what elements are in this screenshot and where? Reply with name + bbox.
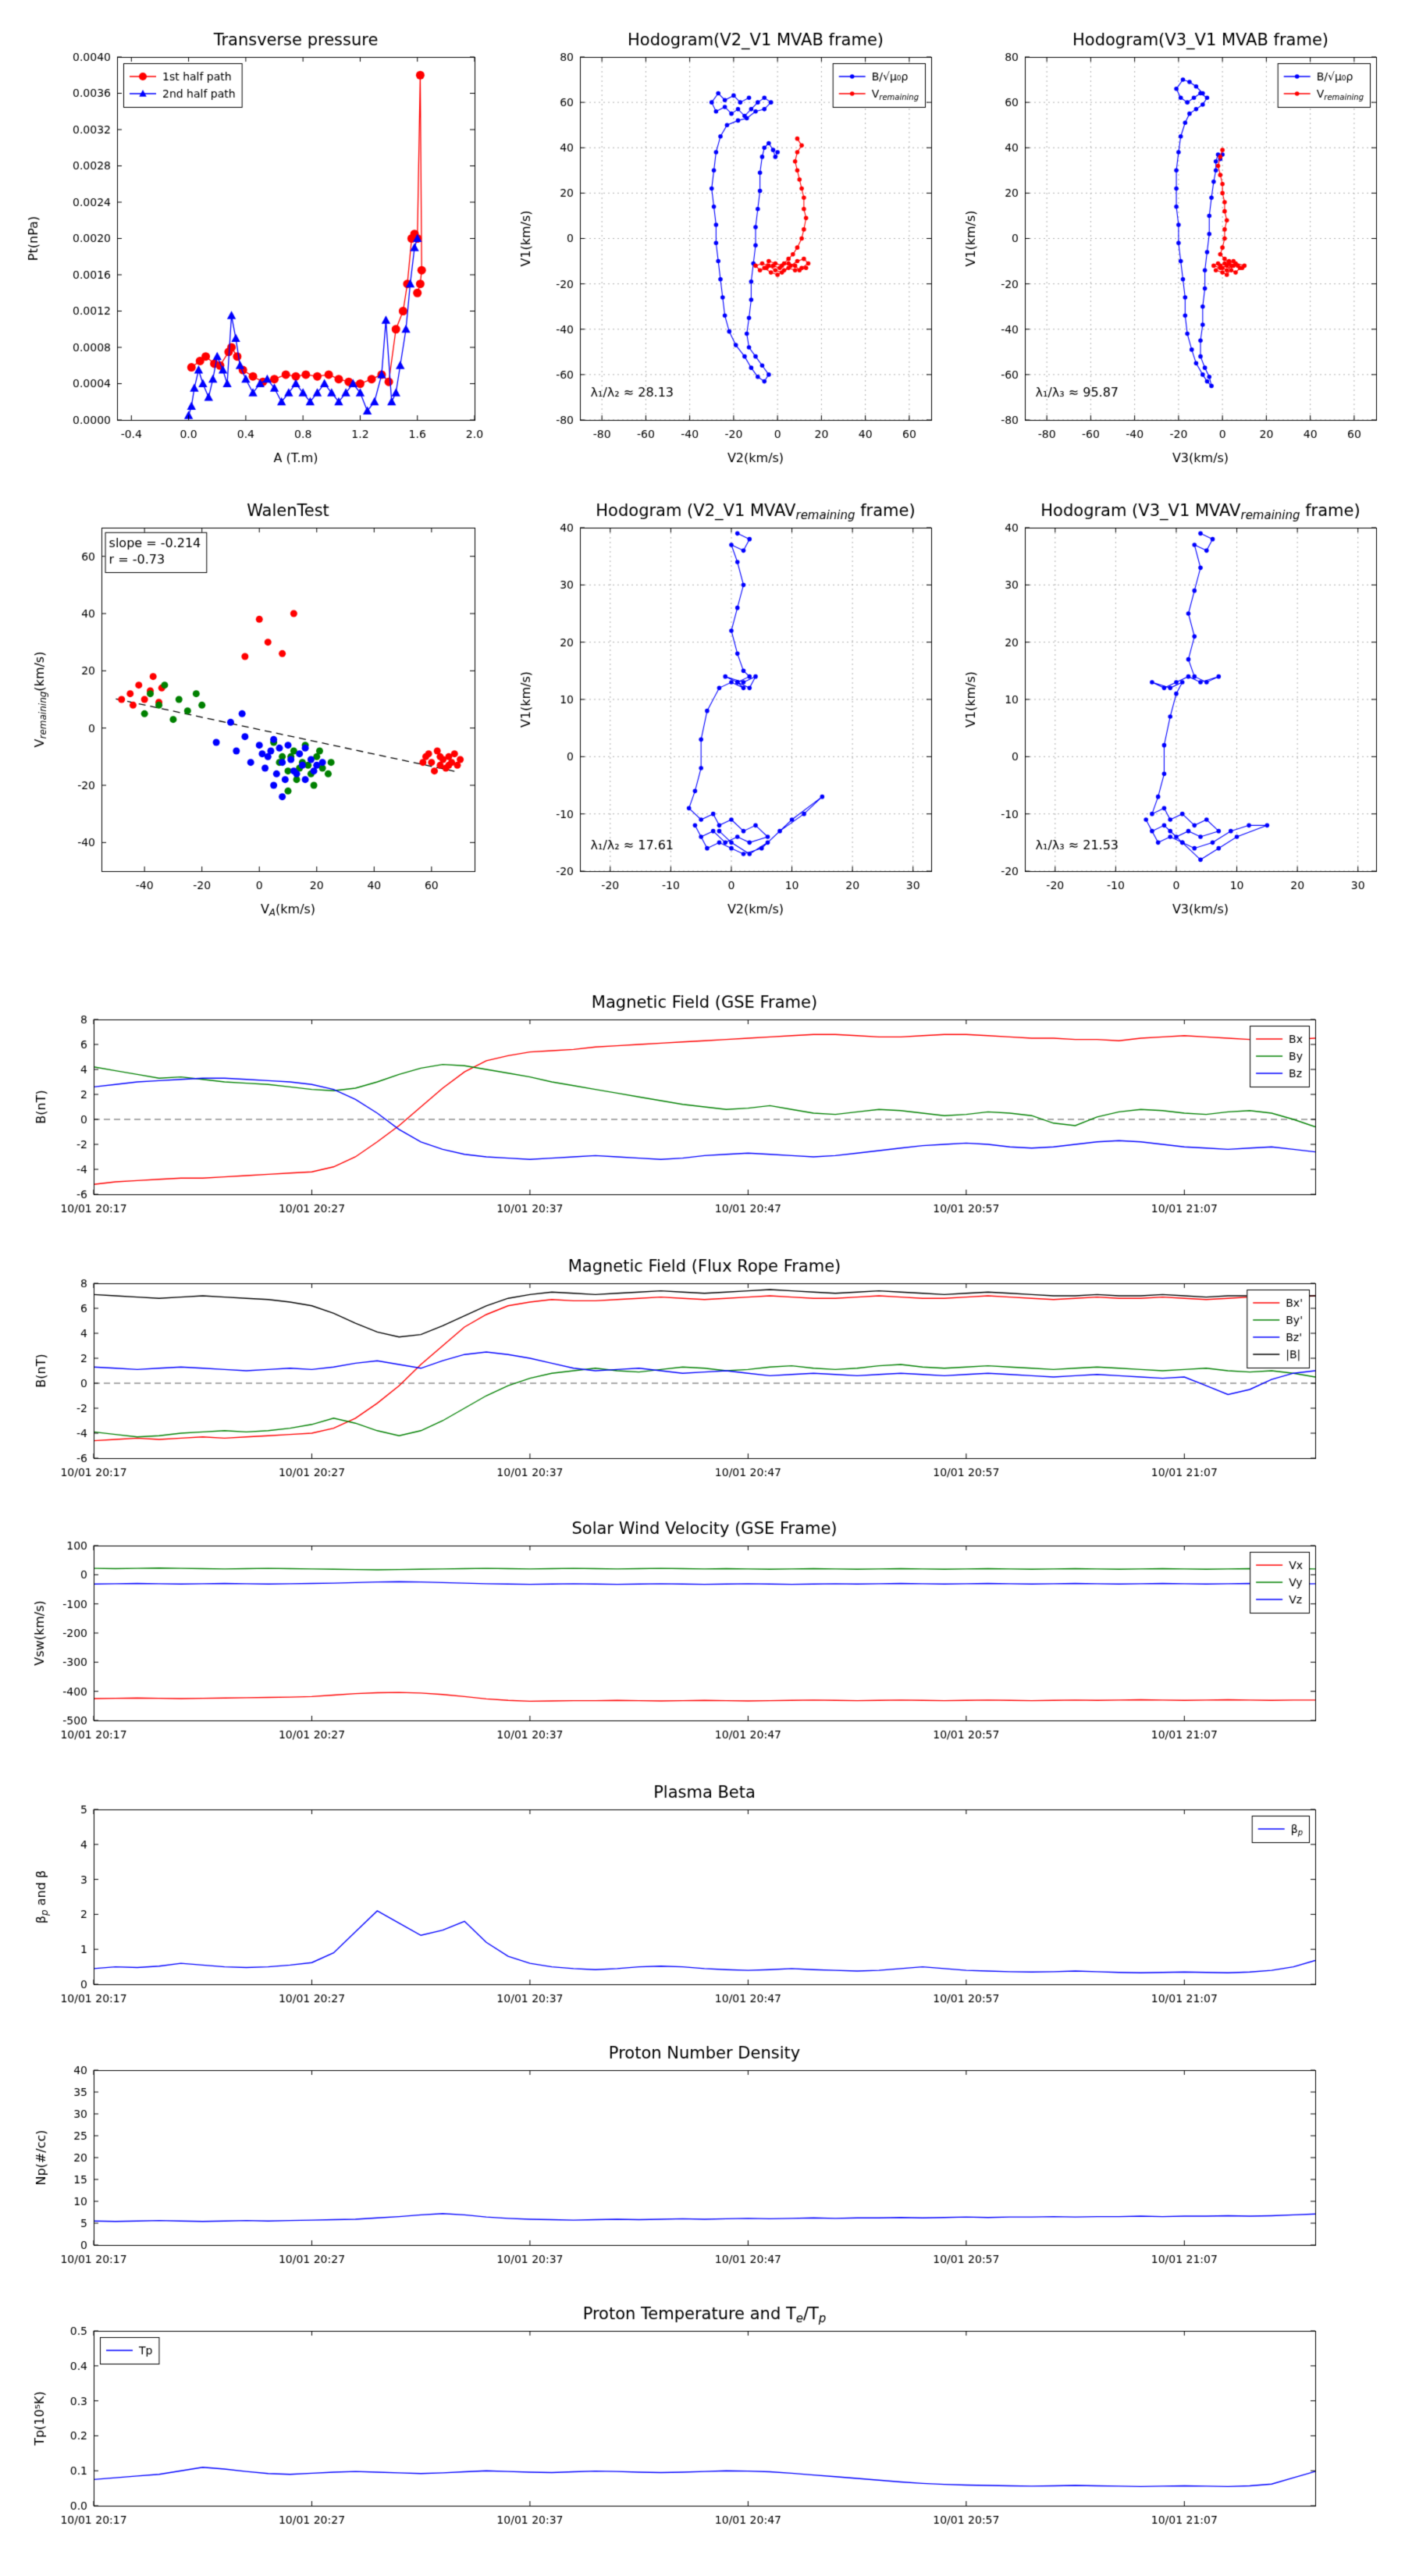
subplot-transverse-pressure (23, 12, 492, 476)
subplot-hodogram-v3v1-mvav (956, 482, 1393, 927)
subplot-proton-temperature (23, 2297, 1350, 2546)
hodogram-v3v1-mvav-chart (956, 482, 1393, 927)
subplot-magnetic-field-fluxrope (23, 1249, 1350, 1499)
hodogram-v2v1-mvab-chart (511, 12, 948, 476)
transverse-pressure-chart (23, 12, 492, 476)
subplot-magnetic-field-gse (23, 985, 1350, 1235)
subplot-proton-density (23, 2036, 1350, 2286)
subplot-solar-wind-velocity (23, 1511, 1350, 1761)
plasma-beta-chart (23, 1775, 1350, 2025)
subplot-walen-test (23, 482, 492, 927)
subplot-hodogram-v2v1-mvab (511, 12, 948, 476)
subplot-hodogram-v3v1-mvab (956, 12, 1393, 476)
magnetic-field-fluxrope-chart (23, 1249, 1350, 1499)
proton-density-chart (23, 2036, 1350, 2286)
subplot-hodogram-v2v1-mvav (511, 482, 948, 927)
magnetic-field-gse-chart (23, 985, 1350, 1235)
hodogram-v2v1-mvav-chart (511, 482, 948, 927)
solar-wind-velocity-chart (23, 1511, 1350, 1761)
walen-test-chart (23, 482, 492, 927)
proton-temperature-chart (23, 2297, 1350, 2546)
hodogram-v3v1-mvab-chart (956, 12, 1393, 476)
subplot-plasma-beta (23, 1775, 1350, 2025)
